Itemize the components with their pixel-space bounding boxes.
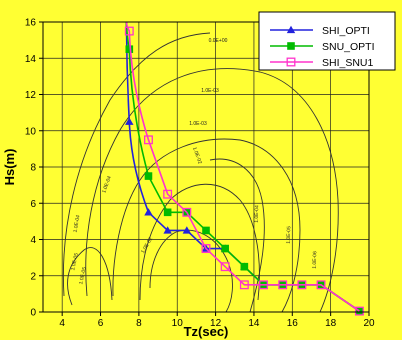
data-point-marker — [239, 280, 249, 290]
data-point-marker — [220, 262, 230, 272]
data-point-marker — [354, 306, 364, 316]
data-point-marker — [287, 42, 295, 50]
x-tick-label: 18 — [325, 318, 337, 329]
x-tick-label: 4 — [59, 318, 65, 329]
y-tick-label: 8 — [30, 163, 36, 174]
contour-label: 1.0E-04 — [101, 175, 113, 194]
contour-label: 1.0E-02 — [191, 146, 203, 165]
data-point-marker — [316, 280, 326, 290]
data-point-marker — [163, 208, 172, 217]
contour-label: 1.0E-03 — [201, 88, 219, 94]
contour-label: 1.0E-06 — [312, 251, 319, 269]
data-point-marker — [144, 172, 153, 180]
data-point-marker — [278, 280, 288, 290]
contour-line — [63, 32, 211, 297]
legend-label: SHI_OPTI — [322, 25, 370, 37]
x-tick-label: 12 — [210, 318, 222, 329]
data-point-marker — [202, 226, 210, 235]
x-tick-label: 10 — [172, 318, 184, 329]
contour-label: 1.0E-03 — [189, 121, 207, 127]
x-tick-label: 8 — [136, 318, 142, 329]
contour-line — [85, 68, 339, 313]
data-point-marker — [286, 57, 296, 67]
contour-lines — [63, 32, 339, 313]
legend-box — [258, 11, 396, 71]
y-tick-label: 10 — [25, 126, 37, 137]
data-point-marker — [182, 207, 192, 217]
legend-label: SHI_SNU1 — [322, 57, 374, 69]
contour-line — [139, 183, 260, 301]
data-point-marker — [124, 26, 134, 36]
data-point-marker — [259, 280, 268, 290]
contour-label: 1.0E-05 — [78, 266, 88, 285]
legend-label: SNU_OPTI — [322, 41, 375, 53]
contour-line — [209, 158, 265, 313]
data-point-marker — [125, 117, 134, 125]
x-tick-label: 20 — [363, 318, 375, 329]
series-line — [125, 21, 360, 312]
x-tick-label: 6 — [98, 318, 104, 329]
y-axis-label: Hs(m) — [2, 149, 17, 186]
series-shi-snu1 — [124, 21, 364, 316]
data-point-marker — [221, 244, 229, 253]
y-tick-label: 12 — [25, 90, 37, 101]
legend-item: SHI_SNU1 — [270, 57, 374, 69]
legend-item: SHI_OPTI — [270, 25, 370, 37]
data-point-marker — [201, 244, 211, 254]
x-tick-label: 16 — [287, 318, 299, 329]
y-tick-label: 14 — [25, 54, 37, 65]
contour-label: 1.0E-04 — [254, 205, 261, 223]
contour-line — [112, 138, 301, 313]
legend-item: SNU_OPTI — [270, 41, 375, 53]
data-point-marker — [286, 25, 296, 34]
data-point-marker — [182, 226, 192, 234]
contour-label: 1.0E-05 — [286, 226, 293, 244]
data-point-marker — [125, 45, 134, 53]
contour-line — [67, 247, 113, 306]
data-point-marker — [144, 208, 153, 216]
contour-label: 0.0E+00 — [209, 38, 228, 44]
data-point-marker — [163, 189, 173, 199]
series — [124, 21, 364, 316]
data-point-marker — [144, 135, 153, 145]
y-tick-label: 16 — [25, 18, 37, 29]
contour-label: 1.0E-05 — [70, 252, 80, 271]
data-point-marker — [163, 226, 172, 234]
contour-label: 1.0E-04 — [73, 214, 82, 233]
y-tick-label: 4 — [30, 235, 36, 246]
axes: 4 6 8 10 12 14 16 18 20 0 2 4 6 8 10 12 14 16 Tz(sec) Hs(m) — [2, 18, 375, 340]
x-axis-label: Tz(sec) — [184, 324, 229, 339]
legend: SHI_OPTI SNU_OPTI SHI_SNU1 — [258, 11, 396, 71]
data-point-marker — [240, 262, 249, 271]
y-tick-label: 0 — [30, 308, 36, 319]
x-tick-label: 14 — [248, 318, 260, 329]
data-point-marker — [297, 280, 307, 290]
y-tick-label: 6 — [30, 199, 36, 210]
y-tick-label: 2 — [30, 271, 36, 282]
